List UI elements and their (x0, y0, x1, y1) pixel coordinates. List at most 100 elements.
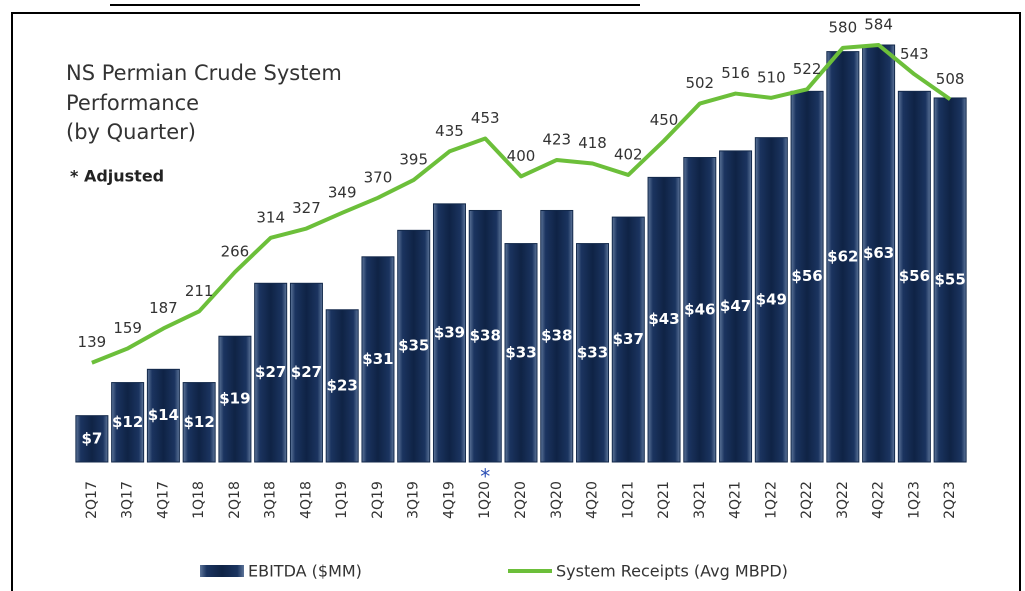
legend-label: EBITDA ($MM) (248, 562, 362, 581)
bar (361, 256, 395, 463)
bar (647, 176, 681, 463)
line-value-label: 580 (829, 18, 858, 36)
x-tick-label: 4Q17 (155, 481, 171, 519)
line-value-label: 522 (793, 60, 822, 78)
chart-title: (by Quarter) (66, 120, 196, 144)
bar-value-label: $14 (148, 406, 179, 424)
note: * Adjusted (70, 167, 164, 186)
legend-swatch (200, 565, 244, 577)
x-tick-label: 1Q22 (763, 481, 779, 519)
bar (504, 243, 538, 463)
bar-value-label: $12 (184, 413, 215, 431)
line-value-label: 423 (542, 130, 571, 148)
bar-value-label: $63 (863, 244, 894, 262)
bar-value-label: $19 (219, 390, 250, 408)
bar (111, 382, 145, 463)
line-value-label: 139 (78, 333, 107, 351)
line-value-label: 450 (650, 111, 679, 129)
line-value-label: 159 (113, 319, 142, 337)
x-tick-label: 1Q18 (191, 481, 207, 519)
line-value-label: 435 (435, 122, 464, 140)
x-tick-label: 2Q23 (942, 481, 958, 519)
line-value-label: 266 (221, 243, 250, 261)
line-value-label: 370 (364, 168, 393, 186)
x-tick-label: 2Q21 (656, 481, 672, 519)
x-tick-label: 4Q20 (585, 481, 601, 519)
line-value-label: 510 (757, 68, 786, 86)
chart-title: NS Permian Crude System (66, 61, 342, 85)
bar-value-label: $35 (398, 337, 429, 355)
x-tick-label: 2Q19 (370, 481, 386, 519)
line-value-label: 418 (578, 134, 607, 152)
x-tick-label: 4Q18 (298, 481, 314, 519)
bar (790, 90, 824, 463)
bar-value-label: $56 (791, 267, 822, 285)
x-tick-label: 3Q19 (406, 481, 422, 519)
bar (719, 150, 753, 463)
x-tick-label: 4Q21 (728, 481, 744, 519)
bar (397, 229, 431, 463)
bar-value-label: $7 (81, 429, 102, 447)
x-tick-label: 3Q22 (835, 481, 851, 519)
x-tick-label: 1Q20 (477, 481, 493, 519)
bar (75, 415, 109, 463)
line-value-label: 400 (507, 147, 536, 165)
x-tick-label: 2Q17 (84, 481, 100, 519)
line-value-label: 502 (685, 74, 714, 92)
bar (432, 203, 466, 463)
bar-value-label: $38 (470, 327, 501, 345)
bar-value-label: $47 (720, 297, 751, 315)
line-value-label: 327 (292, 199, 321, 217)
bar-value-label: $38 (541, 327, 572, 345)
bar (826, 51, 860, 463)
bar-value-label: $37 (613, 330, 644, 348)
line-value-label: 402 (614, 145, 643, 163)
legend-label: System Receipts (Avg MBPD) (556, 562, 788, 581)
x-tick-label: 4Q19 (441, 481, 457, 519)
bar-value-label: $31 (362, 350, 393, 368)
line-value-label: 516 (721, 64, 750, 82)
x-tick-label: 1Q19 (334, 481, 350, 519)
bar-value-label: $12 (112, 413, 143, 431)
bar (218, 335, 252, 463)
bar-value-label: $43 (648, 310, 679, 328)
bar (325, 309, 359, 463)
bar-value-label: $27 (255, 363, 286, 381)
bar (754, 137, 788, 463)
frame (11, 12, 1021, 591)
bar-value-label: $62 (827, 247, 858, 265)
line-value-label: 349 (328, 183, 357, 201)
bar (289, 282, 323, 463)
bar (683, 157, 717, 463)
line-value-label: 543 (900, 45, 929, 63)
x-tick-label: 2Q18 (227, 481, 243, 519)
x-tick-label: 3Q18 (263, 481, 279, 519)
line-value-label: 453 (471, 109, 500, 127)
bar-value-label: $49 (756, 290, 787, 308)
bar-value-label: $23 (327, 376, 358, 394)
x-tick-label: 3Q17 (120, 481, 136, 519)
x-tick-label: 4Q22 (871, 481, 887, 519)
bar (576, 243, 610, 463)
bar (254, 282, 288, 463)
line-value-label: 187 (149, 299, 178, 317)
x-tick-label: 3Q21 (692, 481, 708, 519)
bar-value-label: $46 (684, 300, 715, 318)
line (91, 43, 952, 365)
chart-title: Performance (66, 91, 199, 115)
line-value-label: 584 (864, 16, 893, 34)
bar (468, 209, 502, 463)
bar-value-label: $27 (291, 363, 322, 381)
bar-value-label: $56 (899, 267, 930, 285)
line-value-label: 314 (256, 208, 285, 226)
bar-value-label: $39 (434, 323, 465, 341)
line-value-label: 211 (185, 282, 214, 300)
bar (182, 382, 216, 463)
line-value-label: 395 (399, 150, 428, 168)
bar (611, 216, 645, 463)
bar (146, 368, 180, 463)
x-tick-label: 2Q20 (513, 481, 529, 519)
annotation: * (480, 465, 490, 489)
x-tick-label: 1Q23 (906, 481, 922, 519)
